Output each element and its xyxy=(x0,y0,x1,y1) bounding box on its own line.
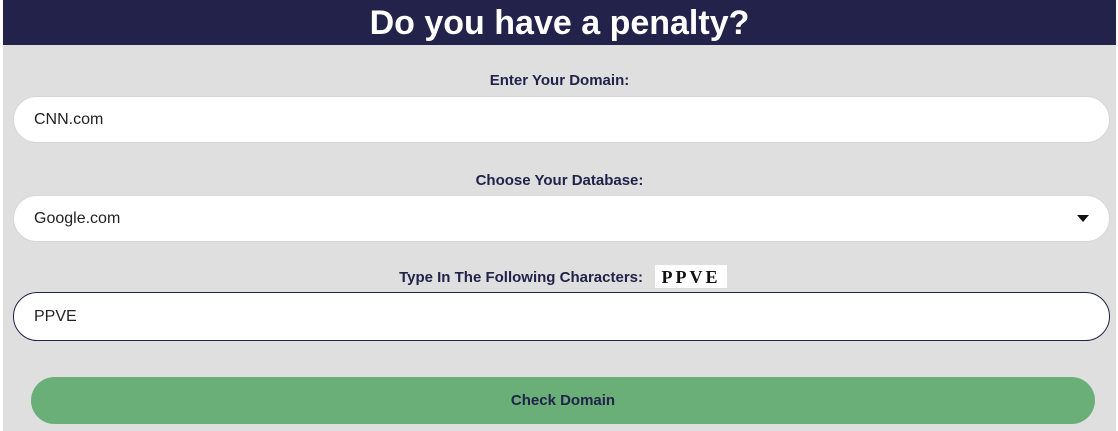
database-label: Choose Your Database: xyxy=(475,172,644,189)
check-domain-button[interactable]: Check Domain xyxy=(31,377,1095,424)
captcha-label-text: Type In The Following Characters: xyxy=(399,269,643,286)
domain-input[interactable]: CNN.com xyxy=(13,96,1110,143)
penalty-check-form: Do you have a penalty? Enter Your Domain… xyxy=(3,0,1116,431)
domain-label: Enter Your Domain: xyxy=(489,72,630,89)
chevron-down-icon xyxy=(1077,215,1089,222)
database-select[interactable]: Google.com xyxy=(13,195,1110,242)
captcha-input[interactable]: PPVE xyxy=(13,292,1110,341)
page-title: Do you have a penalty? xyxy=(3,0,1116,45)
database-selected-value: Google.com xyxy=(34,210,121,227)
captcha-label: Type In The Following Characters: xyxy=(3,269,643,286)
captcha-image: PPVE xyxy=(655,265,727,288)
